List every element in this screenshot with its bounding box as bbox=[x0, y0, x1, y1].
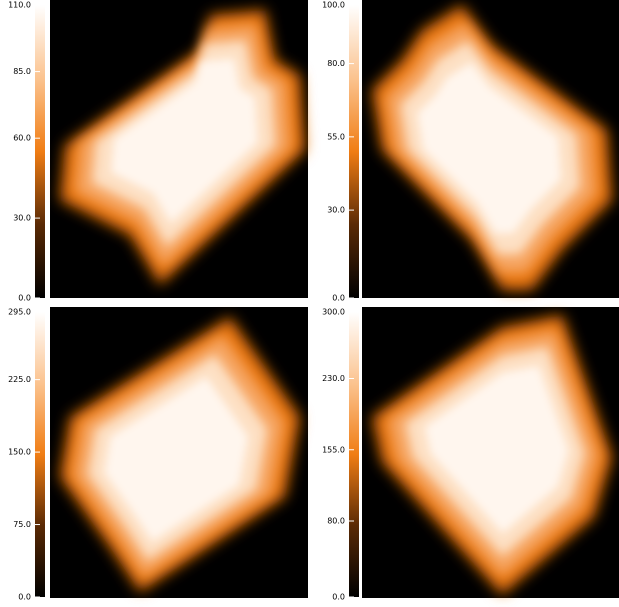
panel: 0.0 75.0 150.0 225.0 295.0 bbox=[8, 307, 308, 602]
colorbar-tick-label: 55.0 bbox=[327, 132, 345, 141]
colorbar-tick-label: 0.0 bbox=[18, 294, 31, 303]
colorbar-tick-label: 155.0 bbox=[322, 445, 345, 454]
panel: 0.0 80.0 155.0 230.0 300.0 bbox=[322, 307, 619, 602]
colorbar-tick-label: 100.0 bbox=[322, 1, 345, 10]
colorbar-tick-label: 60.0 bbox=[13, 134, 31, 143]
colorbar-tick-label: 30.0 bbox=[327, 206, 345, 215]
colorbar-tick-label: 80.0 bbox=[327, 59, 345, 68]
image bbox=[60, 10, 305, 285]
colorbar-tick-label: 0.0 bbox=[18, 593, 31, 602]
colorbar-tick-label: 225.0 bbox=[8, 375, 31, 384]
colorbar-tick-label: 300.0 bbox=[322, 308, 345, 317]
colorbar-tick-label: 295.0 bbox=[8, 308, 31, 317]
colorbar bbox=[35, 312, 45, 597]
colorbar bbox=[349, 5, 359, 298]
intensity-region bbox=[110, 58, 258, 224]
colorbar bbox=[35, 5, 45, 298]
colorbar-tick-label: 0.0 bbox=[332, 294, 345, 303]
colorbar-tick-label: 0.0 bbox=[332, 593, 345, 602]
colorbar-tick-label: 85.0 bbox=[13, 67, 31, 76]
image bbox=[372, 5, 612, 290]
colorbar-tick-label: 80.0 bbox=[327, 517, 345, 526]
colorbar bbox=[349, 312, 359, 597]
panel: 0.0 30.0 60.0 85.0 110.0 bbox=[8, 0, 308, 303]
colorbar-tick-label: 30.0 bbox=[13, 214, 31, 223]
image bbox=[372, 315, 612, 595]
colorbar-tick-label: 150.0 bbox=[8, 448, 31, 457]
intensity-region bbox=[424, 365, 569, 534]
colorbar-tick-label: 75.0 bbox=[13, 520, 31, 529]
image bbox=[60, 317, 300, 592]
intensity-region bbox=[417, 62, 562, 234]
colorbar-tick-label: 110.0 bbox=[8, 1, 31, 10]
colorbar-tick-label: 230.0 bbox=[322, 374, 345, 383]
panel: 0.0 30.0 55.0 80.0 100.0 bbox=[322, 0, 619, 303]
